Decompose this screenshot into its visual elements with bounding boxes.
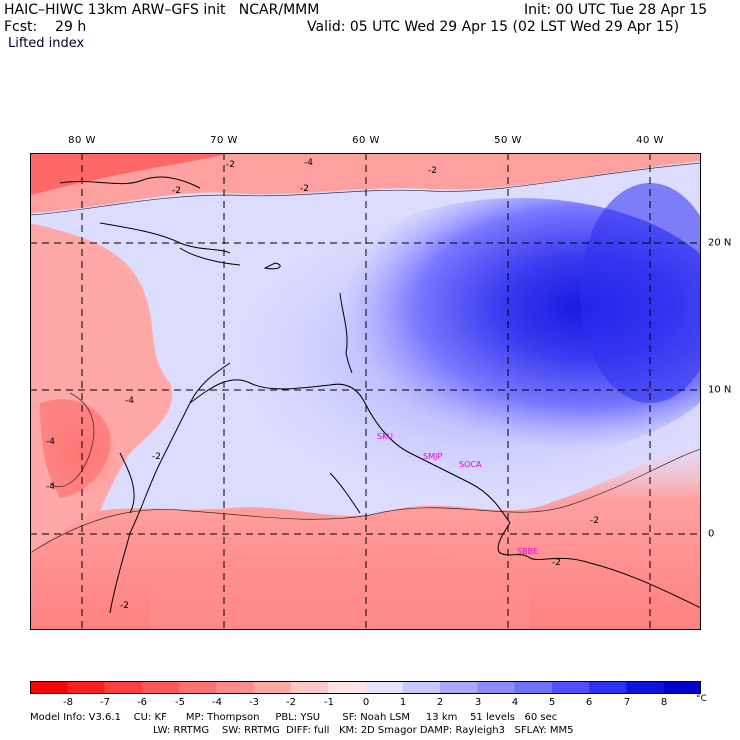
colorbar-swatch	[216, 681, 255, 694]
colorbar-tick: 8	[660, 697, 668, 708]
colorbar-swatch	[663, 681, 701, 694]
colorbar-swatch	[30, 681, 68, 694]
contour-label: -4	[46, 482, 55, 492]
colorbar-swatch	[253, 681, 292, 694]
colorbar-tick: 2	[436, 697, 444, 708]
colorbar-tick: 7	[623, 697, 631, 708]
blue-region-east	[580, 183, 701, 403]
lat-label-10n: 10 N	[708, 384, 732, 396]
contour-label: -2	[300, 184, 309, 194]
colorbar-tick: 3	[474, 697, 482, 708]
lifted-index-map: -2 -2 -2 -4 -2 -4 -4 -4 -2 -2 -2 -2	[30, 153, 701, 630]
colorbar-tick: 5	[548, 697, 556, 708]
colorbar-tick: -7	[100, 697, 110, 708]
contour-labels: -2 -2 -2 -4 -2 -4 -4 -4 -2 -2 -2 -2	[46, 158, 599, 611]
map-frame	[30, 153, 701, 630]
colorbar-swatch	[514, 681, 553, 694]
contour-label: -2	[590, 516, 599, 526]
station-label-smjp: SMJP	[423, 452, 443, 461]
colombia-coast-core	[40, 399, 111, 498]
colorbar-border	[30, 681, 701, 694]
colorbar-swatch	[104, 681, 143, 694]
lon-label-40w: 40 W	[636, 135, 664, 146]
contour-label: -4	[304, 158, 313, 168]
colorbar-tick: 1	[399, 697, 407, 708]
lon-label-80w: 80 W	[68, 135, 96, 146]
colorbar-swatch	[67, 681, 106, 694]
contour-label: -4	[125, 396, 134, 406]
colorbar-swatch	[402, 681, 441, 694]
colorbar-tick: -8	[63, 697, 73, 708]
colorbar-tick: -6	[137, 697, 147, 708]
colorbar-swatch	[179, 681, 217, 694]
colorbar-unit: °C	[696, 694, 707, 704]
valid-time: Valid: 05 UTC Wed 29 Apr 15 (02 LST Wed …	[307, 19, 680, 35]
colorbar-swatch	[328, 681, 366, 694]
station-label-sbbe: SBBE	[517, 547, 539, 556]
colorbar-swatch	[365, 681, 404, 694]
coastlines	[59, 176, 701, 614]
contour-label: -2	[152, 452, 161, 462]
colorbar-tick: -5	[175, 697, 185, 708]
model-info-line1: Model Info: V3.6.1 CU: KF MP: Thompson P…	[30, 712, 558, 723]
colorbar-tick: -2	[286, 697, 296, 708]
colorbar-swatch	[551, 681, 590, 694]
lon-label-50w: 50 W	[494, 135, 522, 146]
colorbar-swatch	[626, 681, 665, 694]
contour-label: -2	[226, 160, 235, 170]
map-title: HAIC–HIWC 13km ARW–GFS init NCAR/MMM	[4, 2, 320, 18]
colorbar-swatch	[589, 681, 627, 694]
station-label-skuu: SKU	[377, 432, 393, 441]
model-info-line2: LW: RRTMG SW: RRTMG DIFF: full KM: 2D Sm…	[153, 725, 574, 736]
graticule	[30, 153, 701, 630]
colorbar-tick: 4	[511, 697, 519, 708]
colorbar-swatch	[141, 681, 180, 694]
colorbar-tick: -4	[212, 697, 222, 708]
colorbar-tick: -3	[249, 697, 259, 708]
colorbar-tick: 0	[362, 697, 370, 708]
contour-label: -2	[428, 166, 437, 176]
station-label-soca: SOCA	[459, 460, 482, 469]
lon-label-70w: 70 W	[210, 135, 238, 146]
init-time: Init: 00 UTC Tue 28 Apr 15	[524, 2, 708, 18]
colorbar-swatch	[290, 681, 329, 694]
contour-label: -4	[46, 437, 55, 447]
colorbar-swatch	[477, 681, 516, 694]
lon-label-60w: 60 W	[352, 135, 380, 146]
lat-label-0: 0	[708, 528, 715, 540]
contour-label: -2	[552, 558, 561, 568]
colorbar	[30, 681, 701, 694]
lat-label-20n: 20 N	[708, 237, 732, 249]
south-core	[150, 550, 530, 630]
colorbar-swatch	[440, 681, 478, 694]
field-name: Lifted index	[8, 36, 85, 51]
contour-label: -2	[120, 601, 129, 611]
colorbar-tick: 6	[585, 697, 593, 708]
north-west-core	[30, 153, 230, 195]
forecast-hour: Fcst: 29 h	[4, 19, 87, 35]
contour-label: -2	[172, 186, 181, 196]
colorbar-tick: -1	[324, 697, 334, 708]
